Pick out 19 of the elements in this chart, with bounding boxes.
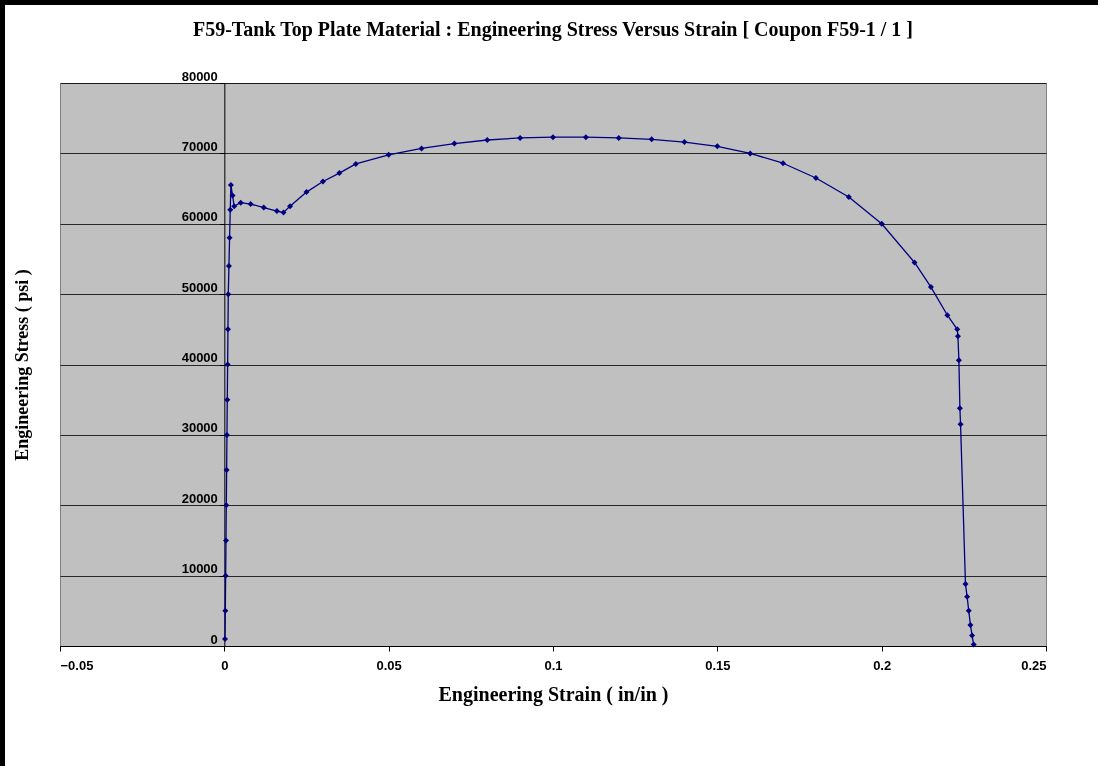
y-tick-label: 0: [210, 631, 218, 647]
x-tick-label: 0.2: [873, 657, 892, 673]
y-tick-label: 20000: [181, 490, 218, 506]
y-tick-label: 60000: [181, 209, 218, 225]
chart-title: F59-Tank Top Plate Material : Engineering Stress Versus Strain [ Coupon F59-1 / 1 ]: [192, 18, 914, 41]
x-tick-label: 0.25: [1021, 657, 1047, 673]
x-tick-label: 0.15: [705, 657, 731, 673]
y-tick-label: 70000: [181, 138, 218, 154]
y-tick-label: 40000: [181, 350, 218, 365]
y-axis-title: Engineering Stress ( psi ): [11, 269, 33, 461]
x-tick-label: 0.1: [544, 657, 563, 673]
y-tick-label: 30000: [181, 420, 218, 436]
x-tick-label: 0: [221, 657, 229, 673]
x-tick-label: −0.05: [60, 657, 94, 673]
x-axis-title: Engineering Strain ( in/in ): [438, 682, 669, 706]
x-tick-label: 0.05: [376, 657, 402, 673]
y-tick-label: 10000: [181, 561, 218, 577]
y-tick-label: 80000: [181, 68, 218, 84]
y-tick-label: 50000: [181, 279, 218, 295]
